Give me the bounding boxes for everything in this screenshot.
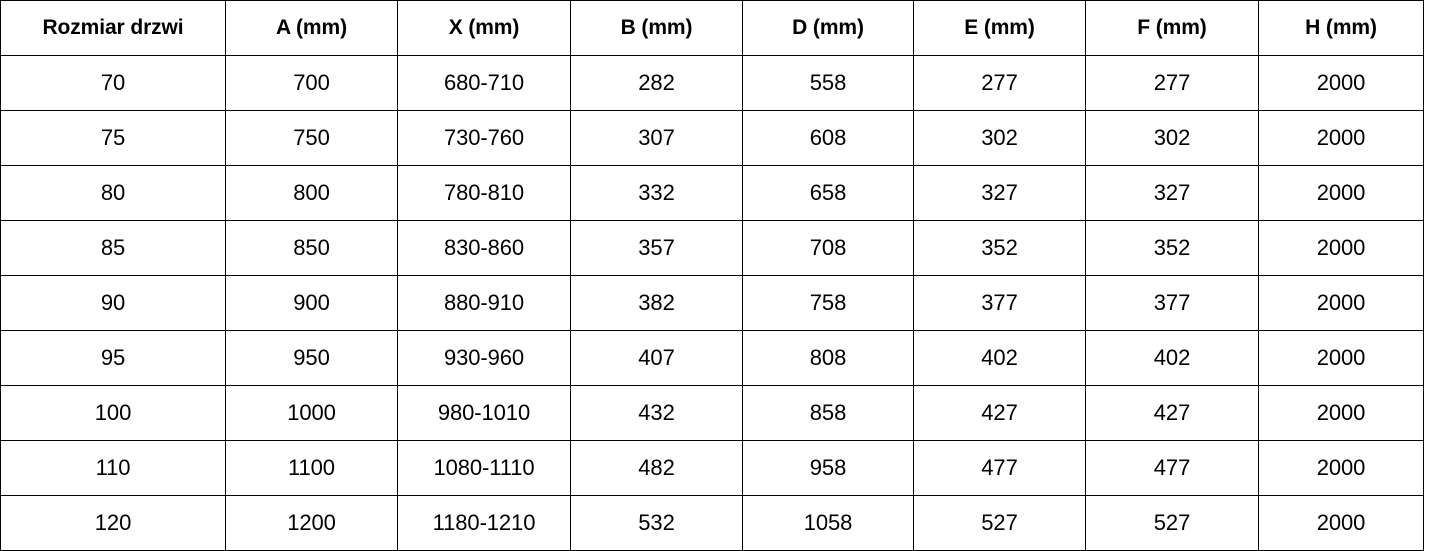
table-cell-r7-c5: 477 bbox=[913, 440, 1086, 496]
table-row: 70 700 680-710 282 558 277 277 2000 bbox=[0, 55, 1424, 111]
table-cell-r3-c1: 850 bbox=[225, 220, 398, 276]
table-cell-r0-c6: 277 bbox=[1085, 55, 1259, 111]
table-cell-r3-c5: 352 bbox=[913, 220, 1086, 276]
table-cell-r0-c4: 558 bbox=[742, 55, 914, 111]
table-cell-r5-c1: 950 bbox=[225, 330, 398, 386]
table-body: 70 700 680-710 282 558 277 277 2000 75 750 730-760… bbox=[0, 55, 1424, 551]
table-cell-r5-c6: 402 bbox=[1085, 330, 1259, 386]
table-cell-r8-c0: 120 bbox=[0, 495, 226, 551]
column-header-5: E (mm) bbox=[913, 0, 1086, 56]
table-cell-r8-c2: 1180-1210 bbox=[397, 495, 571, 551]
table-cell-r5-c4: 808 bbox=[742, 330, 914, 386]
table-cell-r1-c2: 730-760 bbox=[397, 110, 571, 166]
table-cell-r8-c4: 1058 bbox=[742, 495, 914, 551]
table-cell-r2-c2: 780-810 bbox=[397, 165, 571, 221]
table-cell-r1-c1: 750 bbox=[225, 110, 398, 166]
table-cell-r0-c5: 277 bbox=[913, 55, 1086, 111]
table-cell-r1-c0: 75 bbox=[0, 110, 226, 166]
table-cell-r6-c2: 980-1010 bbox=[397, 385, 571, 441]
table-cell-r2-c3: 332 bbox=[570, 165, 743, 221]
table-cell-r7-c7: 2000 bbox=[1258, 440, 1424, 496]
table-cell-r3-c6: 352 bbox=[1085, 220, 1259, 276]
table-row: 95 950 930-960 407 808 402 402 2000 bbox=[0, 330, 1424, 386]
table-cell-r5-c5: 402 bbox=[913, 330, 1086, 386]
table-cell-r5-c7: 2000 bbox=[1258, 330, 1424, 386]
table-cell-r1-c5: 302 bbox=[913, 110, 1086, 166]
column-header-1: A (mm) bbox=[225, 0, 398, 56]
table-cell-r0-c7: 2000 bbox=[1258, 55, 1424, 111]
table-cell-r2-c0: 80 bbox=[0, 165, 226, 221]
table-cell-r1-c6: 302 bbox=[1085, 110, 1259, 166]
table-cell-r3-c2: 830-860 bbox=[397, 220, 571, 276]
table-header-row: Rozmiar drzwi A (mm) X (mm) B (mm) D (mm) E (… bbox=[0, 0, 1424, 56]
column-header-0: Rozmiar drzwi bbox=[0, 0, 226, 56]
table-cell-r6-c0: 100 bbox=[0, 385, 226, 441]
table-cell-r8-c5: 527 bbox=[913, 495, 1086, 551]
table-cell-r4-c4: 758 bbox=[742, 275, 914, 331]
table-cell-r7-c1: 1100 bbox=[225, 440, 398, 496]
table-cell-r5-c2: 930-960 bbox=[397, 330, 571, 386]
table-cell-r6-c7: 2000 bbox=[1258, 385, 1424, 441]
table-row: 80 800 780-810 332 658 327 327 2000 bbox=[0, 165, 1424, 221]
table-cell-r5-c3: 407 bbox=[570, 330, 743, 386]
table-row: 85 850 830-860 357 708 352 352 2000 bbox=[0, 220, 1424, 276]
table-cell-r3-c4: 708 bbox=[742, 220, 914, 276]
column-header-4: D (mm) bbox=[742, 0, 914, 56]
table-cell-r4-c5: 377 bbox=[913, 275, 1086, 331]
table-cell-r1-c7: 2000 bbox=[1258, 110, 1424, 166]
table-cell-r3-c0: 85 bbox=[0, 220, 226, 276]
table-cell-r1-c4: 608 bbox=[742, 110, 914, 166]
table-cell-r0-c0: 70 bbox=[0, 55, 226, 111]
table-cell-r4-c3: 382 bbox=[570, 275, 743, 331]
table-cell-r4-c1: 900 bbox=[225, 275, 398, 331]
table-cell-r3-c3: 357 bbox=[570, 220, 743, 276]
table-row: 110 1100 1080-1110 482 958 477 477 2000 bbox=[0, 440, 1424, 496]
table-cell-r3-c7: 2000 bbox=[1258, 220, 1424, 276]
column-header-3: B (mm) bbox=[570, 0, 743, 56]
table-cell-r7-c3: 482 bbox=[570, 440, 743, 496]
table-row: 120 1200 1180-1210 532 1058 527 527 2000 bbox=[0, 495, 1424, 551]
table-cell-r8-c6: 527 bbox=[1085, 495, 1259, 551]
table-cell-r6-c1: 1000 bbox=[225, 385, 398, 441]
table-cell-r2-c5: 327 bbox=[913, 165, 1086, 221]
table-cell-r2-c7: 2000 bbox=[1258, 165, 1424, 221]
table-cell-r2-c1: 800 bbox=[225, 165, 398, 221]
table-cell-r6-c6: 427 bbox=[1085, 385, 1259, 441]
table-cell-r4-c2: 880-910 bbox=[397, 275, 571, 331]
table-cell-r0-c1: 700 bbox=[225, 55, 398, 111]
table-row: 90 900 880-910 382 758 377 377 2000 bbox=[0, 275, 1424, 331]
table-cell-r0-c3: 282 bbox=[570, 55, 743, 111]
table-cell-r7-c6: 477 bbox=[1085, 440, 1259, 496]
table-cell-r8-c7: 2000 bbox=[1258, 495, 1424, 551]
table-cell-r1-c3: 307 bbox=[570, 110, 743, 166]
table-cell-r4-c0: 90 bbox=[0, 275, 226, 331]
table-cell-r7-c4: 958 bbox=[742, 440, 914, 496]
table-row: 75 750 730-760 307 608 302 302 2000 bbox=[0, 110, 1424, 166]
column-header-6: F (mm) bbox=[1085, 0, 1259, 56]
table-cell-r2-c4: 658 bbox=[742, 165, 914, 221]
table-cell-r4-c6: 377 bbox=[1085, 275, 1259, 331]
table-cell-r7-c2: 1080-1110 bbox=[397, 440, 571, 496]
table-row: 100 1000 980-1010 432 858 427 427 2000 bbox=[0, 385, 1424, 441]
table-cell-r0-c2: 680-710 bbox=[397, 55, 571, 111]
table-cell-r8-c3: 532 bbox=[570, 495, 743, 551]
column-header-7: H (mm) bbox=[1258, 0, 1424, 56]
column-header-2: X (mm) bbox=[397, 0, 571, 56]
table-cell-r5-c0: 95 bbox=[0, 330, 226, 386]
table-header: Rozmiar drzwi A (mm) X (mm) B (mm) D (mm) E (… bbox=[0, 0, 1424, 56]
table-cell-r6-c4: 858 bbox=[742, 385, 914, 441]
table-cell-r6-c3: 432 bbox=[570, 385, 743, 441]
table-cell-r8-c1: 1200 bbox=[225, 495, 398, 551]
table-cell-r2-c6: 327 bbox=[1085, 165, 1259, 221]
table-cell-r7-c0: 110 bbox=[0, 440, 226, 496]
table-cell-r4-c7: 2000 bbox=[1258, 275, 1424, 331]
table-cell-r6-c5: 427 bbox=[913, 385, 1086, 441]
